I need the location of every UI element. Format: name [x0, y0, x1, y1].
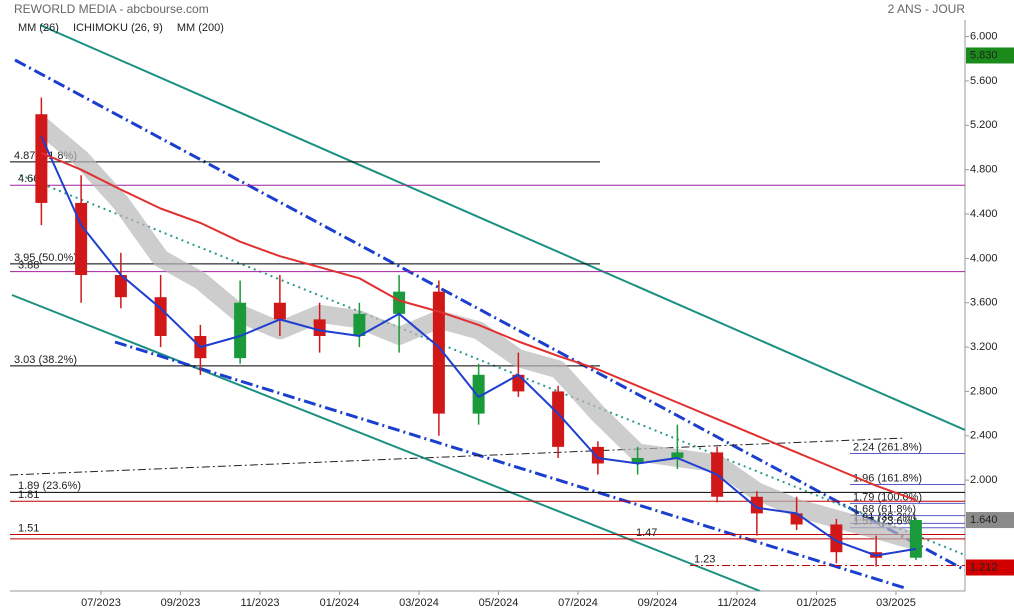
price-tag — [966, 512, 1014, 529]
x-tick-label: 11/2024 — [718, 597, 757, 609]
level-label: 4.66 — [18, 173, 39, 185]
y-tick-label: 2.400 — [970, 430, 998, 442]
candle-body — [671, 452, 684, 458]
candle-body — [75, 202, 88, 276]
y-tick-label: 4.400 — [970, 208, 998, 220]
candle-body — [472, 374, 485, 414]
price-tag-label: 1.212 — [970, 561, 998, 573]
candle-body — [591, 446, 604, 464]
y-tick-label: 3.200 — [970, 341, 998, 353]
y-tick-label: 5.200 — [970, 119, 998, 131]
legend-entry: MM (26) — [18, 22, 59, 34]
x-tick-label: 03/2025 — [876, 597, 916, 609]
price-tag — [966, 559, 1014, 576]
legend-entry: MM (200) — [177, 22, 224, 34]
plot-area: 4.87 (61.8%)4.663.95 (50.0%)3.883.03 (38… — [10, 97, 965, 567]
candle-body — [234, 302, 247, 359]
level-label: 1.47 — [636, 527, 657, 539]
price-tag — [966, 47, 1014, 64]
candle-body — [790, 513, 803, 525]
level-label: 3.88 — [18, 260, 39, 272]
x-tick-label: 11/2023 — [241, 597, 280, 609]
x-tick-label: 07/2023 — [81, 597, 121, 609]
level-label: 1.89 (23.6%) — [18, 480, 81, 492]
x-tick-label: 07/2024 — [558, 597, 598, 609]
candle-body — [750, 496, 763, 514]
plot-layer: 6.000 5.600 5.200 4.800 4.400 4.000 3.600 3.200… — [10, 22, 1014, 609]
level-label: 3.03 (38.2%) — [14, 354, 77, 366]
candle-body — [432, 291, 445, 414]
x-tick-label: 01/2024 — [320, 597, 360, 609]
moving-average — [40, 135, 917, 557]
legend-entry: ICHIMOKU (26, 9) — [73, 22, 163, 34]
trend-line — [11, 294, 761, 591]
trend-line — [39, 24, 965, 431]
trend-line — [19, 174, 965, 556]
trend-line — [14, 58, 965, 572]
ichimoku-cloud — [35, 118, 919, 550]
price-tag-label: 1.640 — [970, 514, 998, 526]
y-tick-label: 4.800 — [970, 164, 998, 176]
level-label: 1.96 (161.8%) — [853, 472, 922, 484]
trend-line — [114, 340, 906, 590]
y-tick-label: 4.000 — [970, 252, 998, 264]
candle-body — [631, 457, 644, 464]
candle-body — [393, 291, 406, 314]
level-label: 1.23 — [694, 553, 715, 565]
candle-body — [154, 297, 167, 336]
x-tick-label: 09/2023 — [161, 597, 201, 609]
candle-body — [552, 391, 565, 447]
y-tick-label: 6.000 — [970, 31, 998, 43]
x-tick-label: 09/2024 — [638, 597, 678, 609]
candle-body — [114, 275, 127, 298]
level-label: 3.95 (50.0%) — [14, 252, 77, 264]
level-label: 1.51 — [18, 522, 39, 534]
chart-subtitle: 2 ANS - JOUR — [888, 2, 966, 16]
y-tick-label: 5.600 — [970, 75, 998, 87]
moving-average — [41, 152, 917, 502]
price-tag-label: 5.830 — [970, 49, 998, 61]
candle-body — [273, 302, 286, 320]
chart-title: REWORLD MEDIA - abcbourse.com — [14, 2, 209, 16]
level-label: 1.81 — [18, 489, 39, 501]
y-tick-label: 2.000 — [970, 474, 998, 486]
y-tick-label: 3.600 — [970, 297, 998, 309]
candle-body — [353, 313, 366, 336]
candle-body — [830, 524, 843, 553]
candle-body — [313, 319, 326, 336]
y-tick-label: 2.800 — [970, 385, 998, 397]
candle-body — [909, 520, 922, 558]
level-label: 1.68 (61.8%) — [853, 504, 916, 516]
candle-body — [35, 114, 48, 203]
trend-line — [10, 437, 906, 476]
x-tick-label: 03/2024 — [399, 597, 439, 609]
x-tick-label: 01/2025 — [797, 597, 837, 609]
x-tick-label: 05/2024 — [479, 597, 519, 609]
level-label: 1.79 (100.0%) — [853, 491, 922, 503]
trend-lines — [10, 24, 965, 591]
level-label: 2.24 (261.8%) — [853, 441, 922, 453]
